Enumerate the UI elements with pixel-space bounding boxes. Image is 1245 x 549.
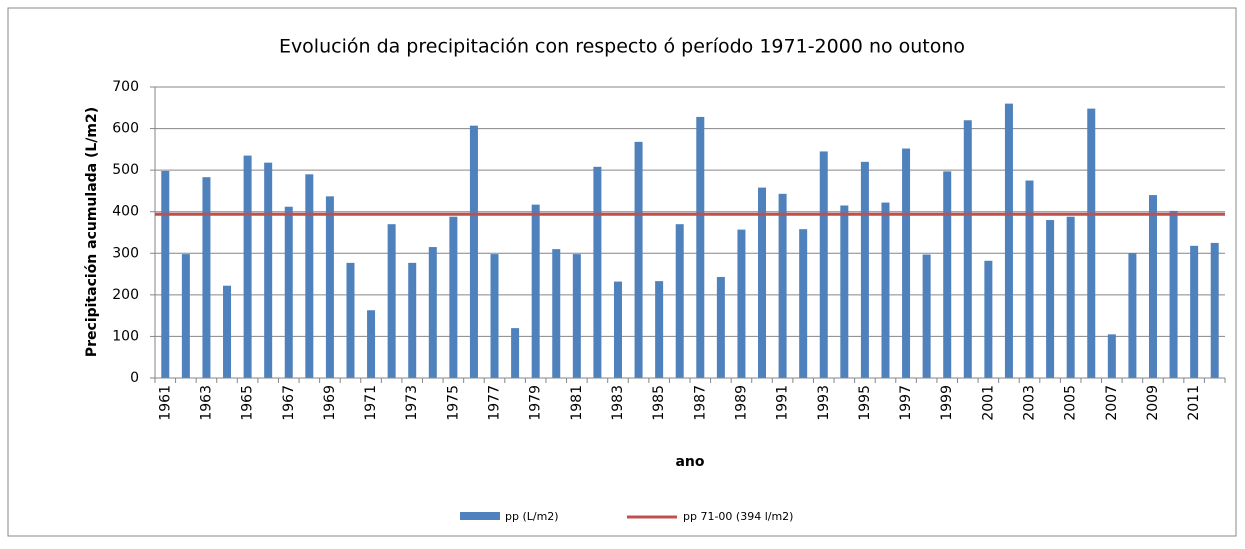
y-tick-label: 700 (112, 79, 139, 95)
bar (819, 151, 828, 378)
y-axis-title: Precipitación acumulada (L/m2) (84, 107, 100, 357)
x-tick-label: 1971 (363, 385, 379, 421)
bar (387, 224, 396, 378)
bar (1066, 216, 1075, 378)
bar (325, 196, 334, 378)
x-tick-label: 1963 (198, 385, 214, 421)
x-tick-label: 1965 (240, 385, 256, 421)
bar (181, 254, 190, 378)
bar (860, 161, 869, 378)
bar (1190, 245, 1199, 378)
bar (1046, 220, 1055, 378)
x-tick-label: 1973 (404, 385, 420, 421)
bar (346, 262, 355, 378)
bar (531, 204, 540, 378)
x-tick-label: 2005 (1063, 385, 1079, 421)
bar (469, 125, 478, 378)
bar (655, 281, 664, 378)
x-tick-label: 1981 (569, 385, 585, 421)
x-tick-label: 2003 (1022, 385, 1038, 421)
bar (675, 224, 684, 378)
x-tick-label: 1979 (528, 385, 544, 421)
bar (634, 141, 643, 378)
bar (161, 170, 170, 378)
bar (223, 285, 232, 378)
x-tick-label: 1991 (775, 385, 791, 421)
bar (737, 229, 746, 378)
bar (408, 262, 417, 378)
legend-label: pp (L/m2) (505, 510, 559, 523)
y-tick-label: 300 (112, 245, 139, 261)
x-tick-label: 2009 (1145, 385, 1161, 421)
x-tick-label: 1975 (445, 385, 461, 421)
bar (963, 120, 972, 378)
legend-swatch (460, 512, 500, 520)
y-tick-label: 100 (112, 328, 139, 344)
bar (1025, 180, 1034, 378)
bar (840, 205, 849, 378)
bar (902, 148, 911, 378)
x-tick-label: 1961 (157, 385, 173, 421)
bar (202, 177, 211, 378)
bar (758, 187, 767, 378)
legend-label: pp 71-00 (394 l/m2) (683, 510, 793, 523)
bar (696, 116, 705, 378)
x-tick-label: 1999 (939, 385, 955, 421)
bar (799, 229, 808, 378)
x-tick-label: 1995 (857, 385, 873, 421)
x-axis-title: ano (675, 454, 704, 470)
x-tick-label: 1977 (487, 385, 503, 421)
bar (1148, 195, 1157, 378)
y-tick-label: 0 (130, 370, 139, 386)
bar (428, 247, 437, 378)
bar (305, 174, 314, 378)
y-tick-label: 600 (112, 121, 139, 137)
bar (1128, 253, 1137, 378)
bar (552, 249, 561, 378)
bar (1210, 242, 1219, 378)
x-tick-label: 2007 (1104, 385, 1120, 421)
bar (284, 206, 293, 378)
bar (367, 310, 376, 378)
bar (449, 216, 458, 378)
bar (613, 281, 622, 378)
bar (881, 202, 890, 378)
x-tick-label: 1987 (692, 385, 708, 421)
bar (264, 162, 273, 378)
bar (490, 254, 499, 378)
y-tick-label: 200 (112, 287, 139, 303)
bar (572, 254, 581, 378)
x-tick-label: 1969 (322, 385, 338, 421)
bar (243, 155, 252, 378)
bar (1169, 210, 1178, 378)
bar (922, 254, 931, 378)
y-tick-label: 500 (112, 162, 139, 178)
x-tick-label: 2001 (980, 385, 996, 421)
bar (593, 166, 602, 378)
y-tick-label: 400 (112, 204, 139, 220)
bar (1107, 334, 1116, 378)
bar (716, 276, 725, 378)
bar (1004, 103, 1013, 378)
bar (778, 193, 787, 378)
bar (511, 328, 520, 378)
bar (943, 171, 952, 378)
x-tick-label: 1997 (898, 385, 914, 421)
x-tick-label: 1967 (281, 385, 297, 421)
x-tick-label: 1983 (610, 385, 626, 421)
bar (984, 260, 993, 378)
chart-title: Evolución da precipitación con respecto … (279, 36, 965, 58)
x-tick-label: 2011 (1186, 385, 1202, 421)
x-tick-label: 1989 (733, 385, 749, 421)
bar (1087, 108, 1096, 379)
x-tick-label: 1985 (651, 385, 667, 421)
x-tick-label: 1993 (816, 385, 832, 421)
